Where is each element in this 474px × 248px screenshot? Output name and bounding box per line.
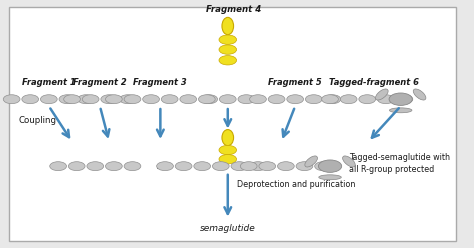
Circle shape [161,95,178,104]
Circle shape [268,95,285,104]
Circle shape [219,45,237,54]
Circle shape [324,95,341,104]
Circle shape [143,95,159,104]
Circle shape [240,162,257,171]
Circle shape [82,95,99,104]
Circle shape [119,95,136,104]
Circle shape [277,162,294,171]
Circle shape [22,95,38,104]
Circle shape [250,95,266,104]
Ellipse shape [319,175,341,180]
Circle shape [238,95,255,104]
Circle shape [59,95,76,104]
Circle shape [219,145,237,155]
Circle shape [156,162,173,171]
Text: Fragment 5: Fragment 5 [268,78,322,87]
Circle shape [199,95,215,104]
Circle shape [68,162,85,171]
Text: Deprotection and purification: Deprotection and purification [237,180,356,189]
Circle shape [212,162,229,171]
Circle shape [124,95,141,104]
Ellipse shape [343,156,355,167]
Circle shape [78,95,94,104]
Circle shape [106,162,122,171]
Circle shape [124,162,141,171]
Circle shape [231,162,248,171]
Circle shape [319,160,342,172]
Ellipse shape [375,89,388,100]
Ellipse shape [222,17,234,35]
Circle shape [50,162,66,171]
FancyBboxPatch shape [9,7,456,241]
Circle shape [287,95,303,104]
Circle shape [101,95,118,104]
Circle shape [396,95,413,104]
Text: Tagged-semaglutide with
all R-group protected: Tagged-semaglutide with all R-group prot… [349,153,450,174]
Ellipse shape [390,108,412,113]
Circle shape [359,95,375,104]
Circle shape [219,95,236,104]
Ellipse shape [305,156,318,167]
Circle shape [296,162,313,171]
Text: semaglutide: semaglutide [200,224,255,233]
Circle shape [315,162,331,171]
Circle shape [219,35,237,44]
Circle shape [377,95,394,104]
Circle shape [3,95,20,104]
Text: ...: ... [156,161,166,171]
Circle shape [64,95,81,104]
Circle shape [175,162,192,171]
Circle shape [180,95,197,104]
Text: Fragment 3: Fragment 3 [134,78,187,87]
Ellipse shape [413,89,426,100]
Circle shape [250,162,266,171]
Text: ...: ... [279,161,290,171]
Ellipse shape [222,129,234,146]
Text: Tagged-fragment 6: Tagged-fragment 6 [329,78,419,87]
Circle shape [201,95,218,104]
Circle shape [340,95,357,104]
Circle shape [219,56,237,65]
Circle shape [389,93,412,105]
Circle shape [305,95,322,104]
Circle shape [259,162,276,171]
Text: Fragment 2: Fragment 2 [73,78,127,87]
Text: Fragment 1: Fragment 1 [22,78,76,87]
Circle shape [106,95,122,104]
Text: Fragment 4: Fragment 4 [206,5,261,14]
Circle shape [322,95,338,104]
Circle shape [219,155,237,164]
Text: Coupling: Coupling [18,116,56,125]
Circle shape [40,95,57,104]
Circle shape [194,162,210,171]
Circle shape [87,162,104,171]
